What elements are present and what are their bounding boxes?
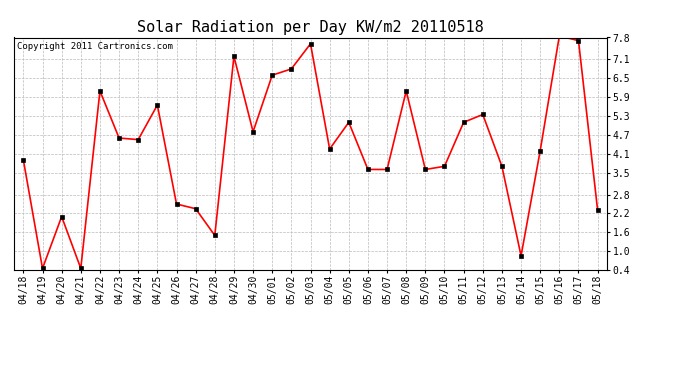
Title: Solar Radiation per Day KW/m2 20110518: Solar Radiation per Day KW/m2 20110518 [137, 20, 484, 35]
Text: Copyright 2011 Cartronics.com: Copyright 2011 Cartronics.com [17, 42, 172, 51]
